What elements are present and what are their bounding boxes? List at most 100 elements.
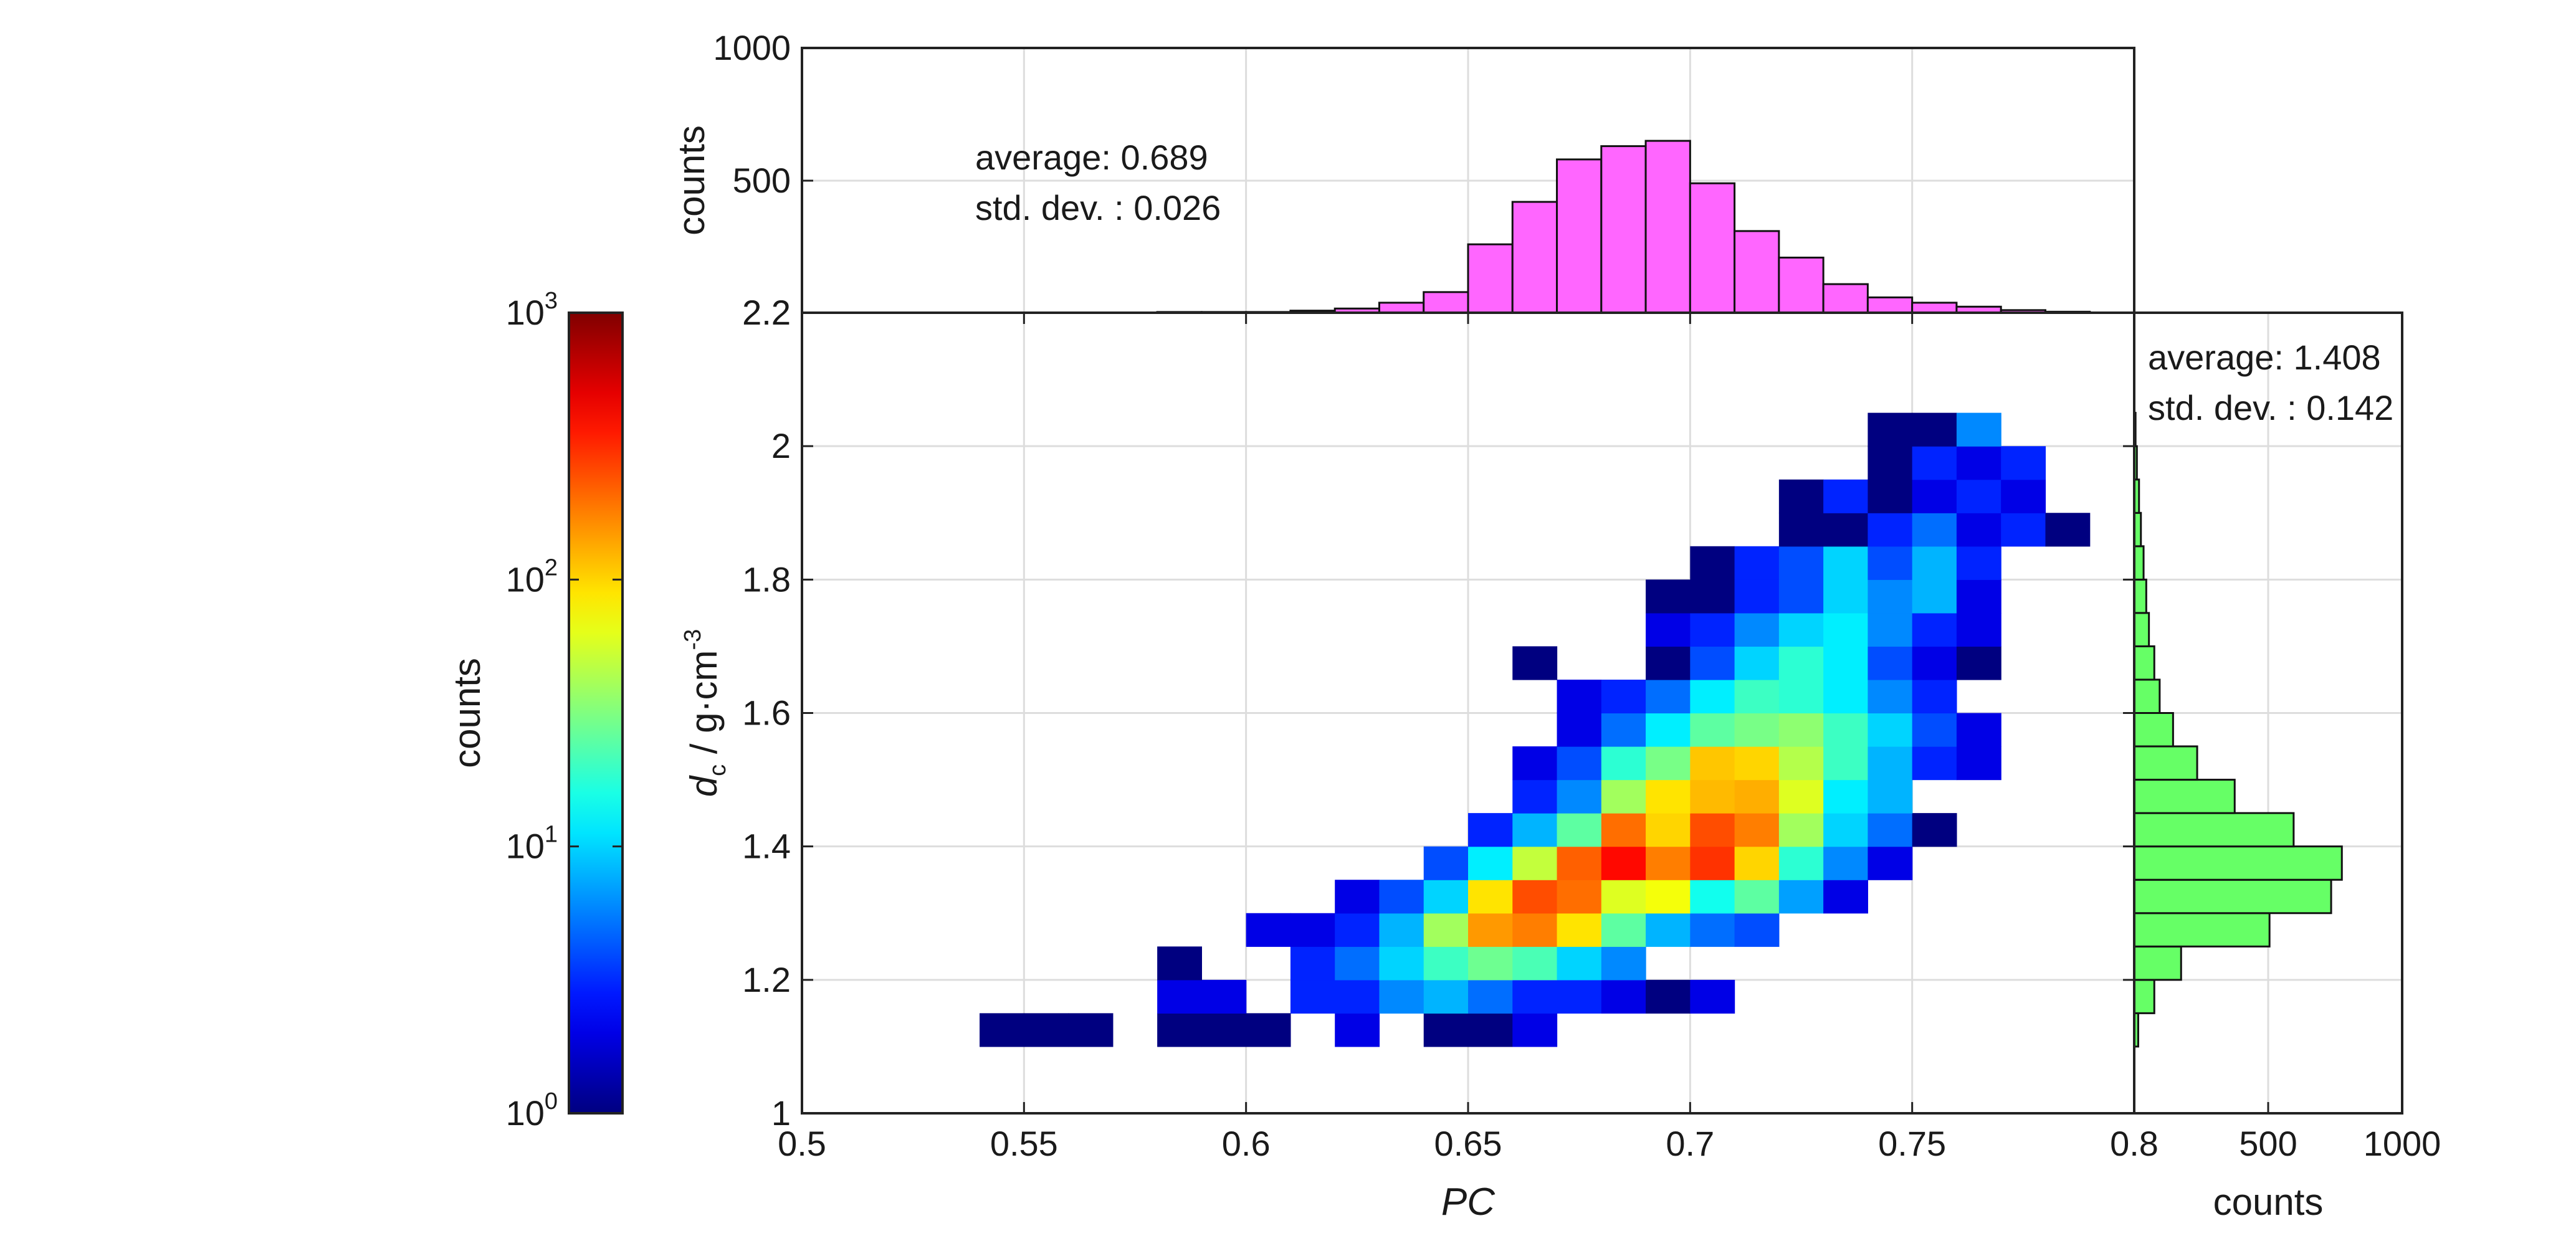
top-histogram-bar xyxy=(1467,243,1514,314)
heatmap-cell xyxy=(1646,612,1691,647)
heatmap-cell xyxy=(1690,913,1735,947)
heatmap-cell xyxy=(1423,946,1469,981)
heatmap-cell xyxy=(1512,746,1558,781)
heatmap-cell xyxy=(1690,713,1735,747)
heatmap-cell xyxy=(2001,513,2046,547)
heatmap-cell xyxy=(1423,880,1469,914)
heatmap-cell xyxy=(1646,813,1691,847)
heatmap-cell xyxy=(1912,813,1957,847)
heatmap-cell xyxy=(1557,713,1602,747)
heatmap-cell xyxy=(1512,946,1558,981)
heatmap-cell xyxy=(1823,479,1868,513)
heatmap-cell xyxy=(1646,713,1691,747)
heatmap-cell xyxy=(1868,846,1913,880)
heatmap-cell xyxy=(1823,679,1868,714)
right-histogram-std-dev: std. dev. : 0.142 xyxy=(2148,388,2393,427)
top-histogram-bar xyxy=(1778,256,1825,314)
colorbar-tick-label: 100 xyxy=(506,1088,558,1133)
top-histogram-bar xyxy=(1734,230,1780,314)
y-tick-label: 1.2 xyxy=(742,960,791,999)
top-histogram-average: average: 0.689 xyxy=(975,138,1208,177)
x-tick-label: 0.6 xyxy=(1222,1124,1271,1163)
heatmap-cell xyxy=(1956,479,2001,513)
right-histogram-bar xyxy=(2133,545,2145,581)
heatmap-cell xyxy=(1024,1013,1069,1047)
heatmap-cell xyxy=(1512,646,1558,680)
y-tick-label: 1.8 xyxy=(742,559,791,599)
heatmap-cell xyxy=(1734,779,1780,814)
heatmap-cell xyxy=(1201,1013,1247,1047)
top-histogram-bar xyxy=(1600,145,1647,314)
top-histogram-bar xyxy=(1423,291,1469,314)
heatmap-cell xyxy=(1690,679,1735,714)
heatmap-cell xyxy=(1290,979,1335,1014)
heatmap-cell xyxy=(1557,913,1602,947)
top-histogram-bar xyxy=(1511,201,1558,314)
colorbar-tick-label: 103 xyxy=(506,288,558,332)
y-tick-label: 2.2 xyxy=(742,293,791,332)
heatmap-cell xyxy=(1601,779,1646,814)
heatmap-cell xyxy=(1690,813,1735,847)
heatmap-cell xyxy=(1778,513,1824,547)
heatmap-cell xyxy=(1956,412,2001,447)
heatmap-cell xyxy=(1956,713,2001,747)
heatmap-cell xyxy=(1868,779,1913,814)
top-histogram-y-tick-label: 1000 xyxy=(713,28,791,67)
heatmap-cell xyxy=(1468,880,1513,914)
heatmap-cell xyxy=(1335,979,1380,1014)
heatmap-cell xyxy=(1912,546,1957,580)
heatmap-cell xyxy=(1601,713,1646,747)
top-histogram-y-tick-label: 2.2 xyxy=(742,293,791,332)
heatmap-cell xyxy=(1557,679,1602,714)
heatmap-cell xyxy=(1646,846,1691,880)
heatmap-cell xyxy=(1956,612,2001,647)
heatmap-cell xyxy=(1868,513,1913,547)
right-histogram-x-tick-label: 500 xyxy=(2239,1124,2297,1163)
heatmap-cell xyxy=(1379,913,1424,947)
heatmap-cell xyxy=(1823,779,1868,814)
heatmap-cell xyxy=(1601,746,1646,781)
y-tick-label: 1.6 xyxy=(742,693,791,733)
heatmap-cell xyxy=(1778,479,1824,513)
heatmap-cell xyxy=(1734,713,1780,747)
x-tick-label: 0.55 xyxy=(990,1124,1058,1163)
heatmap-cell xyxy=(1512,1013,1558,1047)
heatmap-cell xyxy=(1468,913,1513,947)
top-histogram-bar xyxy=(1689,182,1736,314)
heatmap-cell xyxy=(1912,446,1957,480)
heatmap-cell xyxy=(1646,880,1691,914)
heatmap-cell xyxy=(1557,880,1602,914)
heatmap-cell xyxy=(1512,779,1558,814)
right-histogram-x-tick-label: 1000 xyxy=(2364,1124,2441,1163)
heatmap-cell xyxy=(1557,946,1602,981)
heatmap-cell xyxy=(1157,979,1202,1014)
heatmap-cell xyxy=(1734,846,1780,880)
right-histogram-bar xyxy=(2133,812,2295,848)
heatmap-cell xyxy=(1646,579,1691,614)
heatmap-cell xyxy=(1646,746,1691,781)
colorbar-tick-label: 102 xyxy=(506,554,558,599)
heatmap-cell xyxy=(1734,646,1780,680)
heatmap-cell xyxy=(1557,779,1602,814)
heatmap-cell xyxy=(2045,513,2091,547)
heatmap-cell xyxy=(1823,646,1868,680)
heatmap-cell xyxy=(1734,913,1780,947)
top-histogram-panel: 2.2 500 1000 counts average: 0.689 std. dev. … xyxy=(670,28,2135,332)
heatmap-cell xyxy=(1868,679,1913,714)
heatmap-cell xyxy=(1956,579,2001,614)
colorbar: 100 101 102 103 counts xyxy=(446,288,624,1133)
heatmap-cell xyxy=(1690,779,1735,814)
heatmap-cell xyxy=(1646,913,1691,947)
right-histogram-panel: 500 1000 counts average: 1.408 std. dev. : 0… xyxy=(2133,311,2441,1223)
top-histogram-std-dev: std. dev. : 0.026 xyxy=(975,188,1221,227)
heatmap-cell xyxy=(1734,579,1780,614)
heatmap-cell xyxy=(1823,546,1868,580)
top-histogram-bar xyxy=(1866,296,1914,314)
heatmap-cell xyxy=(1956,513,2001,547)
heatmap-cell xyxy=(1690,612,1735,647)
heatmap-cell xyxy=(1956,446,2001,480)
right-histogram-bar xyxy=(2133,979,2155,1014)
y-axis-label-sub: c xyxy=(705,764,731,776)
heatmap-cell xyxy=(1557,813,1602,847)
